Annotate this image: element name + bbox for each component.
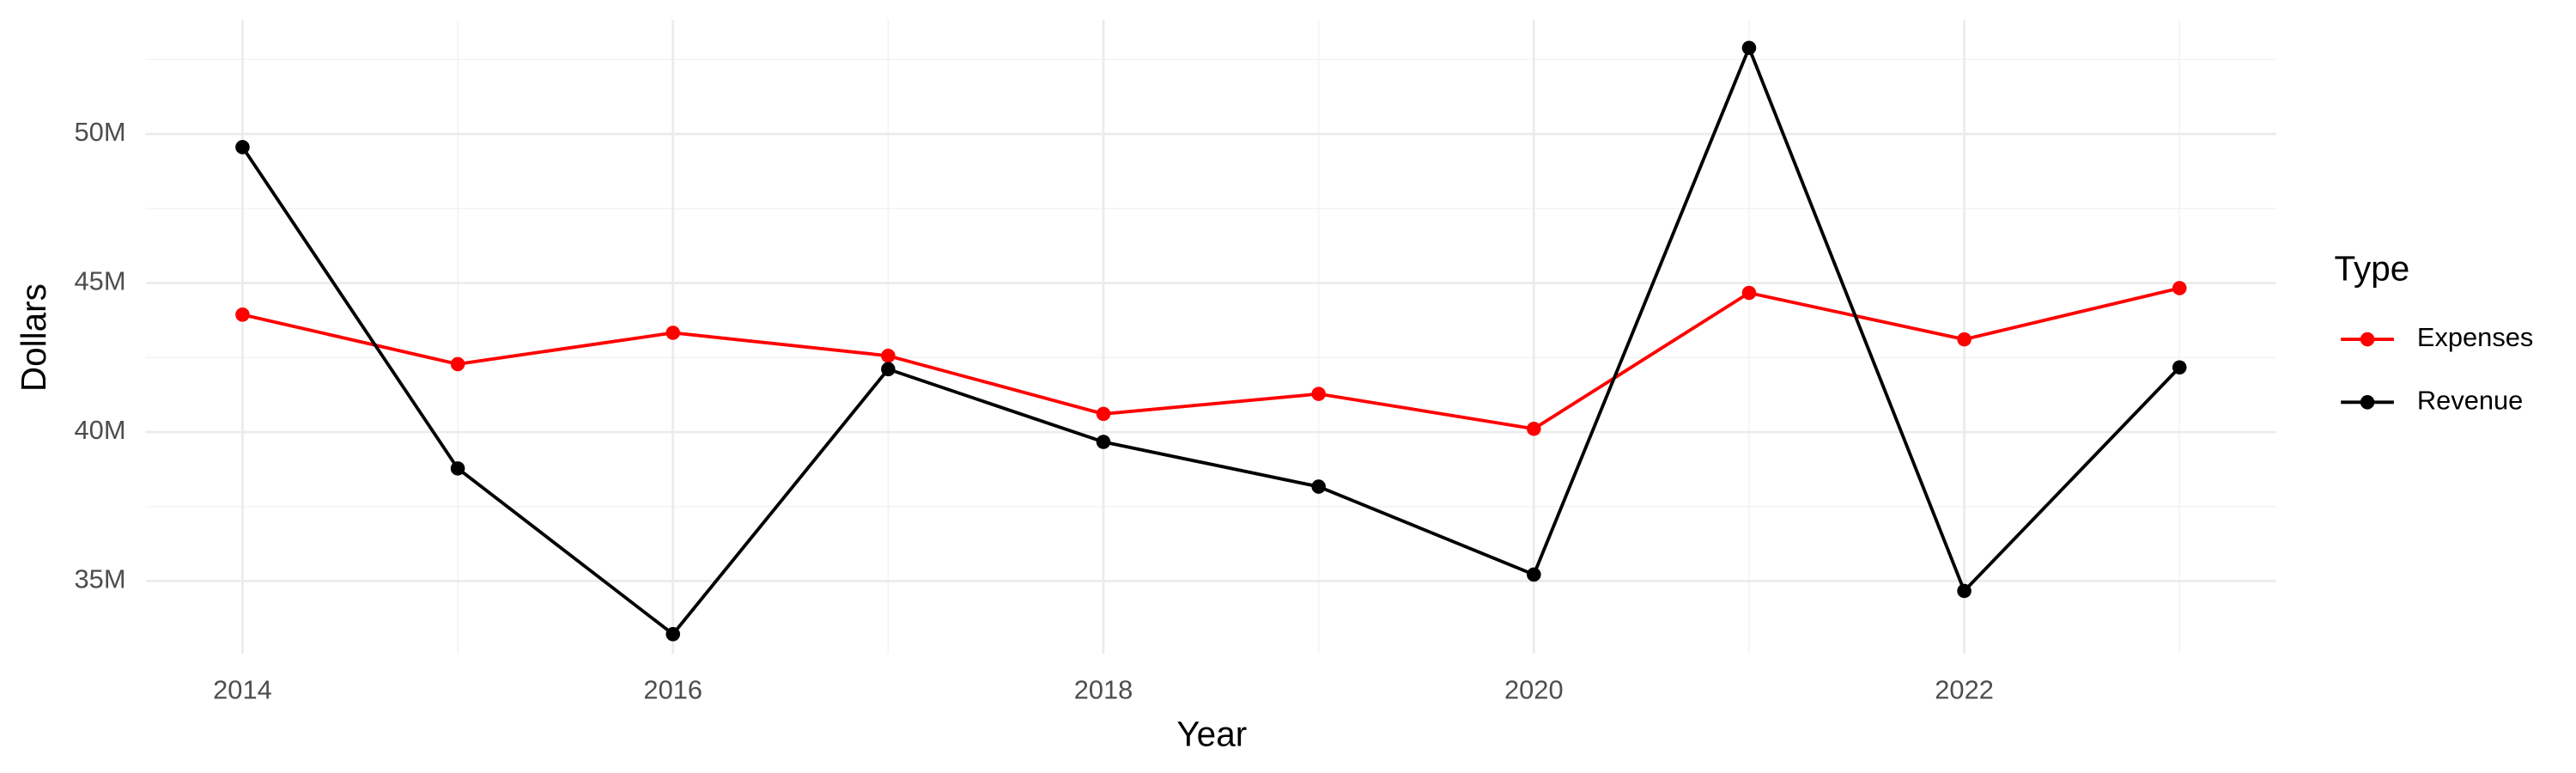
y-tick-label: 40M	[75, 415, 126, 445]
y-tick-label: 50M	[75, 117, 126, 147]
x-tick-label: 2020	[1504, 675, 1564, 705]
data-point	[881, 348, 896, 363]
legend-label: Revenue	[2417, 385, 2523, 415]
series-line	[242, 286, 2180, 431]
data-point	[1096, 406, 1111, 422]
data-point	[881, 362, 896, 377]
data-point	[1957, 583, 1971, 599]
legend-key-point	[2360, 395, 2375, 410]
data-point	[235, 307, 250, 322]
x-tick-label: 2014	[213, 675, 272, 705]
x-tick-label: 2022	[1935, 675, 1994, 705]
data-point	[1527, 421, 1541, 436]
data-point	[1311, 479, 1326, 494]
data-point	[1527, 567, 1541, 582]
data-point	[1096, 435, 1111, 449]
x-axis-label: Year	[1176, 714, 1247, 753]
legend-title: Type	[2335, 249, 2410, 289]
y-tick-label: 35M	[75, 564, 126, 594]
data-point	[2172, 281, 2187, 295]
x-tick-label: 2016	[643, 675, 702, 705]
legend-label: Expenses	[2417, 322, 2533, 352]
y-tick-label: 45M	[75, 266, 126, 296]
data-point	[450, 461, 465, 476]
data-point	[1311, 386, 1326, 401]
series-line	[240, 43, 2181, 637]
data-point	[2172, 360, 2187, 375]
data-point	[235, 140, 250, 155]
data-point	[665, 326, 681, 340]
data-point	[1741, 285, 1757, 301]
y-axis-label: Dollars	[14, 283, 53, 392]
data-point	[665, 627, 681, 642]
x-tick-label: 2018	[1074, 675, 1133, 705]
legend-key-point	[2360, 332, 2375, 347]
data-point	[1957, 332, 1971, 347]
data-point	[450, 356, 465, 372]
data-point	[1741, 40, 1757, 56]
